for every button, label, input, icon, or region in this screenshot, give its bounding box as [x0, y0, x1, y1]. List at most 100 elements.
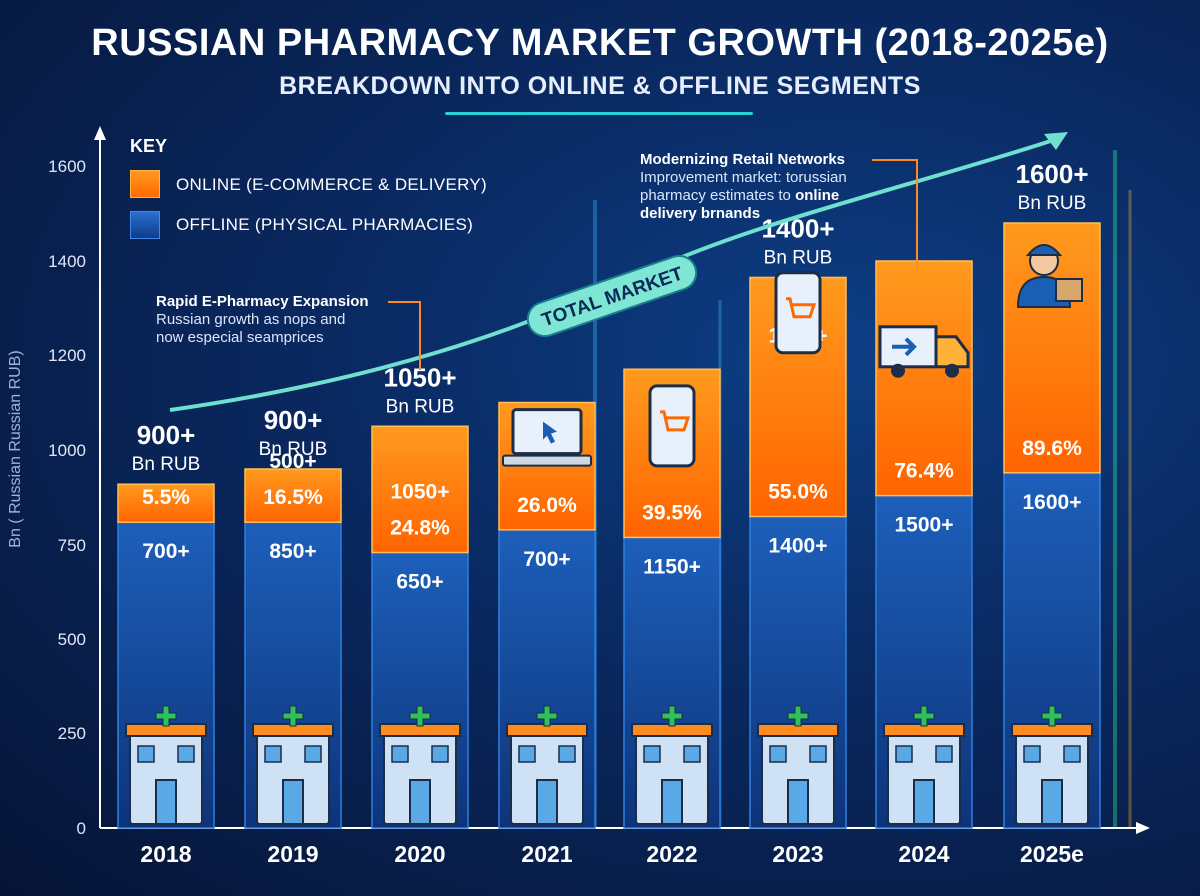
x-tick-label: 2025e [1020, 841, 1084, 867]
online-value-label: 24.8% [390, 517, 450, 540]
y-tick-label: 750 [58, 536, 86, 555]
total-unit-label: Bn RUB [764, 247, 833, 268]
phone-cart-icon [648, 384, 696, 468]
chart-title: RUSSIAN PHARMACY MARKET GROWTH (2018-202… [91, 22, 1109, 64]
delivery-truck-icon [878, 325, 970, 378]
x-axis-arrow [1136, 822, 1150, 834]
y-axis-label: Bn ( Russian Russian RUB) [7, 350, 24, 548]
note-modern-leader [872, 159, 918, 270]
x-tick-label: 2021 [521, 841, 572, 867]
online-value-label: 55.0% [768, 481, 828, 504]
cross-icon [155, 705, 177, 727]
phone-body [648, 384, 696, 468]
online-value-label: 26.0% [517, 494, 577, 517]
online-value-label: 5.5% [142, 486, 190, 509]
total-value-label: 1600+ [1015, 159, 1088, 189]
online-value-label: 76.4% [894, 460, 954, 483]
truck-cab [934, 335, 970, 369]
note-rapid-line2: now especial seamprices [156, 329, 324, 346]
online-value-label: 500+ [269, 450, 316, 473]
y-tick-label: 500 [58, 630, 86, 649]
x-tick-label: 2018 [140, 841, 191, 867]
chart-subtitle: BREAKDOWN INTO ONLINE & OFFLINE SEGMENTS [279, 72, 921, 100]
icon-window [769, 745, 787, 763]
note-rapid-leader [388, 301, 421, 370]
phone-cart-icon [774, 271, 822, 355]
parcel-icon [1055, 278, 1083, 302]
icon-window [643, 745, 661, 763]
bar-online [875, 260, 973, 497]
note-modern-line2: pharmacy estimates to online [640, 187, 847, 205]
total-unit-label: Bn RUB [386, 396, 455, 417]
pharmacy-counter-icon [125, 705, 207, 825]
icon-window [264, 745, 282, 763]
icon-window [809, 745, 827, 763]
icon-door [787, 779, 809, 825]
note-modern-line3: delivery brnands [640, 205, 761, 222]
total-market-badge-bg [526, 254, 698, 338]
total-value-label: 900+ [137, 420, 196, 450]
cross-icon [536, 705, 558, 727]
arrow-icon [892, 337, 917, 357]
icon-window [391, 745, 409, 763]
offline-value-label: 1500+ [895, 514, 954, 537]
bar-online [244, 468, 342, 523]
pharmacy-kiosk-icon [252, 705, 334, 825]
cross-icon [913, 705, 935, 727]
note-rapid-line1: Russian growth as nops and [156, 311, 346, 328]
x-tick-label: 2022 [646, 841, 697, 867]
offline-value-label: 850+ [269, 540, 316, 563]
cursor-icon [543, 421, 557, 444]
icon-door [1041, 779, 1063, 825]
laptop-base [502, 454, 592, 467]
offline-value-label: 1400+ [769, 535, 828, 558]
pharmacy-tower-icon [757, 705, 839, 825]
online-value-label: 1050+ [391, 481, 450, 504]
icon-door [282, 779, 304, 825]
icon-window [304, 745, 322, 763]
title-underline [445, 112, 753, 115]
total-unit-label: Bn RUB [1018, 193, 1087, 214]
icon-door [155, 779, 177, 825]
offline-value-label: 1600+ [1023, 491, 1082, 514]
offline-value-label: 650+ [396, 571, 443, 594]
cross-icon [409, 705, 431, 727]
x-tick-label: 2020 [394, 841, 445, 867]
x-tick-label: 2024 [898, 841, 949, 867]
legend-online-swatch [130, 170, 160, 198]
note-rapid-expansion: Rapid E-Pharmacy Expansion Russian growt… [156, 293, 369, 347]
phone-body [774, 271, 822, 355]
y-tick-label: 0 [77, 819, 86, 838]
pharmacist-icon [631, 705, 713, 825]
laptop-cart-icon [502, 408, 592, 467]
y-tick-label: 250 [58, 724, 86, 743]
icon-window [895, 745, 913, 763]
truck-wheel [945, 363, 959, 378]
x-tick-label: 2019 [267, 841, 318, 867]
cart-icon [660, 410, 691, 432]
legend-offline-swatch [130, 211, 160, 239]
courier-icon [1016, 244, 1083, 308]
note-rapid-title: Rapid E-Pharmacy Expansion [156, 293, 369, 310]
pharmacy-storefront-icon [883, 705, 965, 825]
total-unit-label: Bn RUB [259, 439, 328, 460]
icon-window [683, 745, 701, 763]
online-value-label: 16.5% [263, 486, 323, 509]
total-market-badge: TOTAL MARKET [526, 254, 698, 338]
offline-value-label: 700+ [523, 548, 570, 571]
icon-door [409, 779, 431, 825]
icon-window [935, 745, 953, 763]
icon-window [431, 745, 449, 763]
offline-value-label: 1150+ [643, 555, 701, 578]
courier-cap [1025, 244, 1063, 256]
icon-door [536, 779, 558, 825]
bar-online [117, 483, 215, 523]
icon-window [558, 745, 576, 763]
total-value-label: 900+ [264, 405, 323, 435]
rx-store-icon [506, 705, 588, 825]
note-modern-line2-text: pharmacy estimates to [640, 187, 796, 204]
legend-online-label: ONLINE (E-COMMERCE & DELIVERY) [176, 175, 487, 194]
icon-door [913, 779, 935, 825]
y-tick-label: 1400 [48, 252, 86, 271]
